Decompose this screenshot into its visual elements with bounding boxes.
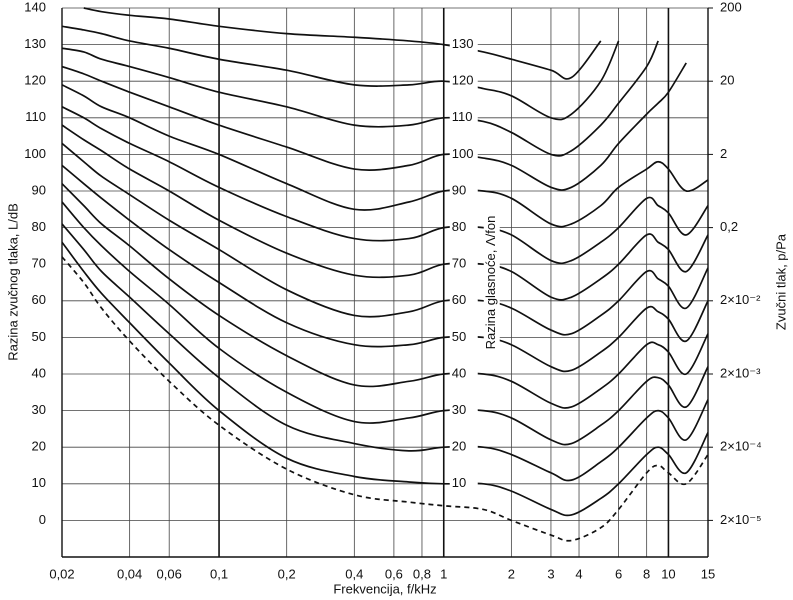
loudness-curve (62, 25, 620, 121)
loudness-curve (62, 106, 708, 265)
y-tick-label: 120 (24, 73, 46, 88)
series-label: 90 (452, 182, 466, 197)
loudness-curve (62, 84, 708, 228)
label-bg (449, 475, 478, 492)
x-tick-label: 10 (661, 566, 675, 581)
x-tick-label: 0,4 (345, 566, 363, 581)
series-label: 120 (452, 73, 474, 88)
label-bg (483, 207, 500, 358)
x-tick-label: 8 (643, 566, 650, 581)
y-tick-label: 0 (39, 512, 46, 527)
label-bg (449, 183, 478, 199)
y-tick-label: 50 (32, 329, 46, 344)
x-tick-label: 0,06 (157, 566, 182, 581)
y-tick-label: 70 (32, 256, 46, 271)
x-tick-label: 6 (615, 566, 622, 581)
y-tick-label: 60 (32, 292, 46, 307)
x-tick-label: 2 (508, 566, 515, 581)
label-bg (449, 109, 478, 126)
loudness-curve (62, 40, 659, 157)
loudness-curve (62, 183, 708, 409)
y2-tick-label: 2 (720, 146, 727, 161)
x-tick-label: 0,02 (49, 566, 74, 581)
series-label: 60 (452, 292, 466, 307)
x-tick-label: 0,8 (413, 566, 431, 581)
y2-tick-label: 2×10⁻⁴ (720, 439, 762, 454)
x-tick-label: 4 (575, 566, 582, 581)
y-tick-label: 90 (32, 182, 46, 197)
label-bg (449, 292, 478, 309)
series-axis-label: Razina glasnoće, Λ/fon (483, 216, 498, 350)
label-bg (449, 329, 478, 346)
loudness-curve (83, 7, 602, 80)
series-label: 100 (452, 146, 474, 161)
label-bg (449, 36, 478, 53)
series-label: 80 (452, 219, 466, 234)
loudness-curve (62, 142, 708, 336)
y-tick-label: 30 (32, 402, 46, 417)
series-label: 20 (452, 439, 466, 454)
y2-tick-label: 20 (720, 73, 734, 88)
label-bg (449, 146, 478, 163)
series-label: 130 (452, 36, 474, 51)
x-tick-label: 3 (547, 566, 554, 581)
x-axis-label: Frekvencija, f/kHz (333, 581, 436, 596)
x-tick-label: 15 (701, 566, 715, 581)
loudness-curve (62, 241, 708, 517)
y-tick-label: 20 (32, 439, 46, 454)
series-label: 10 (452, 475, 466, 490)
y-tick-label: 100 (24, 146, 46, 161)
y2-tick-label: 2×10⁻³ (720, 365, 761, 380)
y-tick-label: 80 (32, 219, 46, 234)
y2-tick-label: 0,2 (720, 219, 738, 234)
series-label: 110 (452, 109, 473, 124)
y2-axis-label: Zvučni tlak, p/Pa (773, 233, 788, 330)
y-tick-label: 130 (24, 36, 46, 51)
loudness-curve (62, 124, 708, 301)
label-bg (449, 256, 478, 273)
y2-tick-label: 2×10⁻² (720, 292, 761, 307)
series-label: 30 (452, 402, 466, 417)
label-bg (449, 73, 478, 90)
x-tick-label: 0,04 (117, 566, 142, 581)
label-bg (449, 439, 478, 456)
y-tick-label: 110 (25, 109, 46, 124)
y-tick-label: 140 (24, 0, 46, 14)
x-tick-label: 1 (440, 566, 447, 581)
series-label: 70 (452, 256, 466, 271)
series-label: 40 (452, 365, 466, 380)
label-bg (449, 219, 478, 236)
threshold-line (62, 256, 708, 542)
y-tick-label: 40 (32, 365, 46, 380)
y-tick-label: 10 (32, 475, 46, 490)
loudness-curve (62, 164, 708, 373)
x-tick-label: 0,2 (278, 566, 296, 581)
x-tick-label: 0,1 (210, 566, 228, 581)
loudness-curve (62, 223, 708, 482)
label-bg (449, 402, 478, 419)
y2-tick-label: 200 (720, 0, 742, 14)
label-bg (449, 366, 478, 382)
y2-tick-label: 2×10⁻⁵ (720, 512, 762, 527)
x-tick-label: 0,6 (385, 566, 403, 581)
y-axis-label: Razina zvučnog tlaka, L/dB (5, 203, 20, 361)
series-label: 50 (452, 329, 466, 344)
loudness-curve (62, 201, 708, 446)
